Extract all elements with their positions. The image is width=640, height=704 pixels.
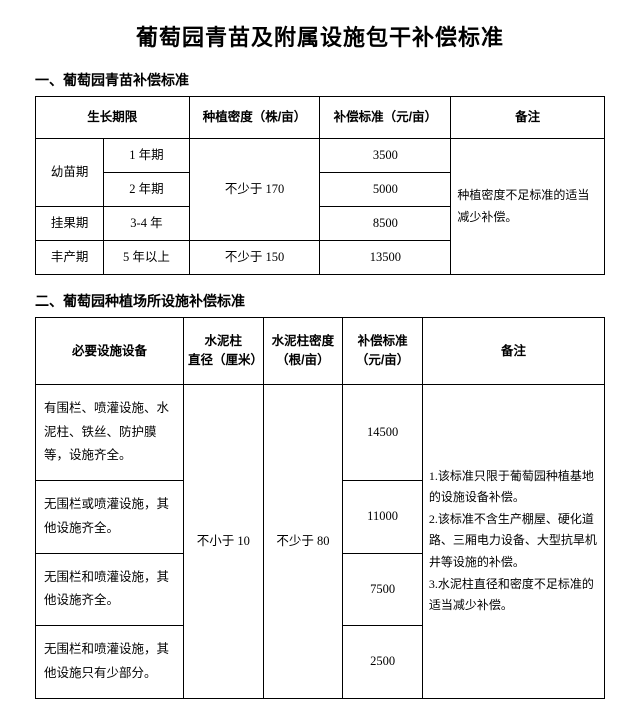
table-facility-compensation: 必要设施设备 水泥柱直径（厘米） 水泥柱密度（根/亩） 补偿标准（元/亩） 备注… — [35, 317, 605, 698]
cell-std2: 11000 — [343, 481, 423, 554]
cell-std2: 2500 — [343, 626, 423, 699]
th-remark: 备注 — [451, 97, 605, 139]
th-pdensity: 水泥柱密度（根/亩） — [263, 318, 343, 385]
th-standard2: 补偿标准（元/亩） — [343, 318, 423, 385]
cell-std: 13500 — [320, 241, 451, 275]
th-diameter: 水泥柱直径（厘米） — [183, 318, 263, 385]
cell-remark2: 1.该标准只限于葡萄园种植基地的设施设备补偿。2.该标准不含生产棚屋、硬化道路、… — [422, 384, 604, 698]
cell-std: 5000 — [320, 173, 451, 207]
th-period: 生长期限 — [36, 97, 190, 139]
table-seedling-compensation: 生长期限 种植密度（株/亩） 补偿标准（元/亩） 备注 幼苗期 1 年期 不少于… — [35, 96, 605, 275]
cell-std: 3500 — [320, 139, 451, 173]
cell-remark1: 种植密度不足标准的适当减少补偿。 — [451, 139, 605, 275]
section2-heading: 二、葡萄园种植场所设施补偿标准 — [35, 291, 605, 311]
cell-std2: 14500 — [343, 384, 423, 480]
cell-density2: 不少于 150 — [189, 241, 320, 275]
th-equip: 必要设施设备 — [36, 318, 184, 385]
cell-years: 3-4 年 — [104, 207, 189, 241]
cell-equip: 有围栏、喷灌设施、水泥柱、铁丝、防护膜等，设施齐全。 — [36, 384, 184, 480]
page-title: 葡萄园青苗及附属设施包干补偿标准 — [35, 20, 605, 52]
th-density: 种植密度（株/亩） — [189, 97, 320, 139]
cell-equip: 无围栏或喷灌设施，其他设施齐全。 — [36, 481, 184, 554]
cell-equip: 无围栏和喷灌设施，其他设施齐全。 — [36, 553, 184, 626]
cell-diameter: 不小于 10 — [183, 384, 263, 698]
cell-stage-seedling: 幼苗期 — [36, 139, 104, 207]
cell-years: 2 年期 — [104, 173, 189, 207]
cell-years: 1 年期 — [104, 139, 189, 173]
cell-equip: 无围栏和喷灌设施，其他设施只有少部分。 — [36, 626, 184, 699]
cell-density1: 不少于 170 — [189, 139, 320, 241]
cell-std2: 7500 — [343, 553, 423, 626]
cell-std: 8500 — [320, 207, 451, 241]
th-standard: 补偿标准（元/亩） — [320, 97, 451, 139]
cell-years: 5 年以上 — [104, 241, 189, 275]
section1-heading: 一、葡萄园青苗补偿标准 — [35, 70, 605, 90]
cell-stage-fruit: 挂果期 — [36, 207, 104, 241]
cell-stage-full: 丰产期 — [36, 241, 104, 275]
cell-pdensity: 不少于 80 — [263, 384, 343, 698]
th-remark2: 备注 — [422, 318, 604, 385]
